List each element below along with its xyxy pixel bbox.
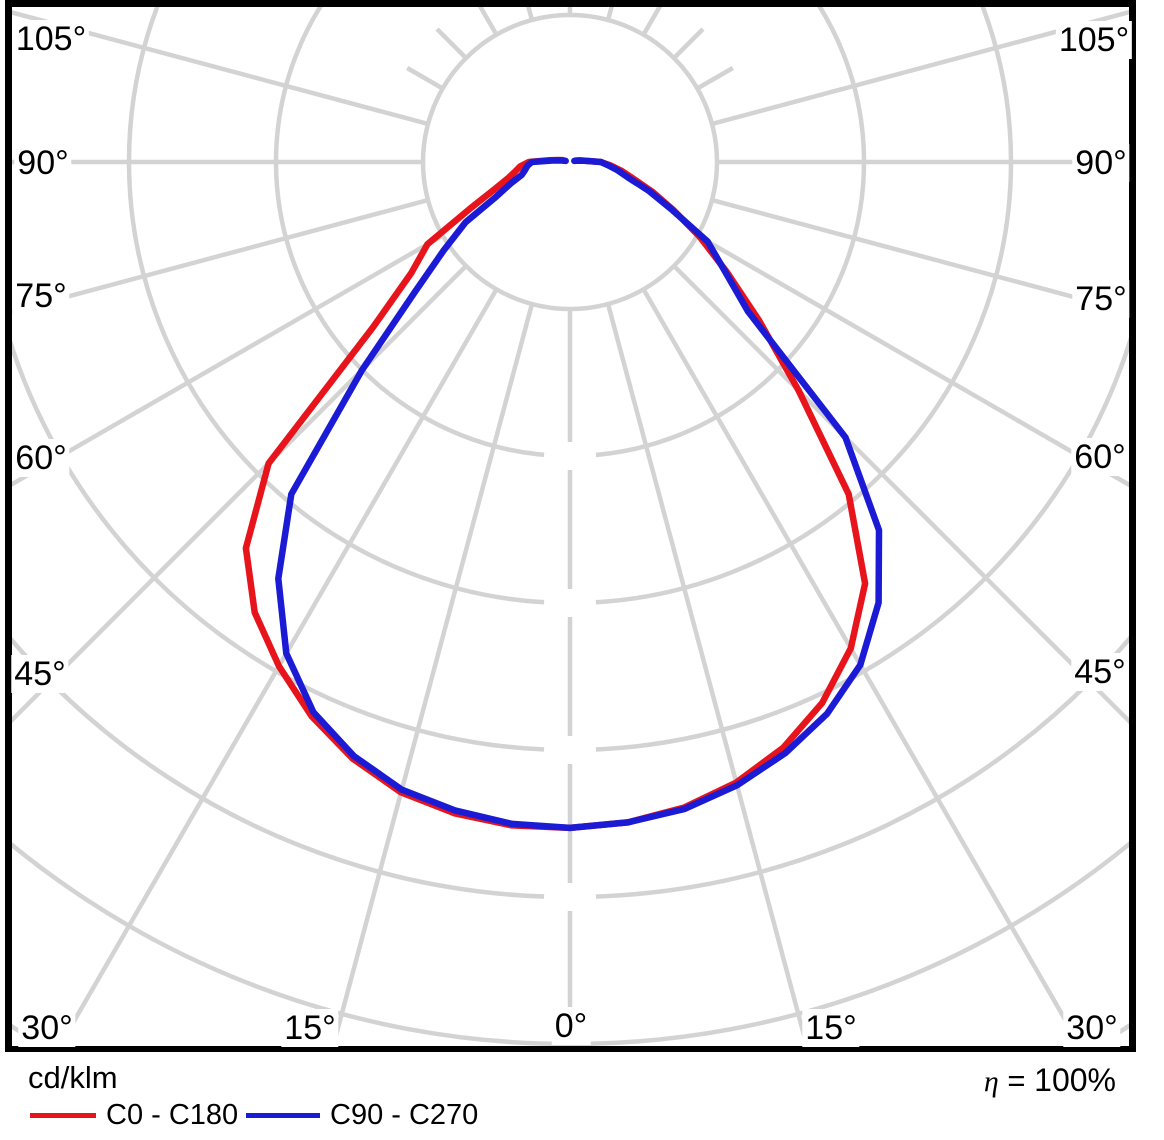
efficiency-value: η = 100% [984,1062,1116,1099]
radial-units-label: cd/klm [28,1060,118,1095]
angle-label: 30° [18,1009,76,1047]
curve-c0-c180 [242,156,869,832]
angle-label: 75° [12,277,70,315]
angle-label: 45° [11,655,69,693]
angle-label: 105° [1055,21,1133,59]
grid-tick [641,7,663,36]
angle-label: 30° [1063,1009,1121,1047]
angle-label: 15° [802,1009,860,1047]
ring-label-box [544,883,596,911]
grid-ray [672,264,1129,725]
angle-label: 60° [1071,438,1129,476]
legend-item-c90-c270: C90 - C270 [246,1098,478,1132]
grid-ray [12,233,444,487]
legend-swatch-blue [246,1112,320,1118]
grid-tick [477,7,499,36]
grid-ray [641,288,1083,1046]
grid-tick [696,66,734,91]
grid-tick [435,27,468,60]
angle-label: 90° [1072,144,1130,182]
angle-label: 75° [1072,280,1130,318]
efficiency-percent: 100% [1034,1062,1116,1098]
curves [242,156,883,832]
ring-label-box [544,736,596,764]
angle-label: 60° [12,439,70,477]
grid-ray [57,288,499,1046]
grid-ray [711,9,1129,127]
angle-label: 105° [12,20,90,58]
footer: cd/klm C0 - C180 C90 - C270 η = 100% [0,1052,1164,1140]
grid-ray [605,303,810,1046]
grid-tick [406,66,444,91]
legend: C0 - C180 C90 - C270 [0,1098,1164,1132]
grid-tick [526,7,535,21]
grid-ray [12,197,429,314]
equals-sign: = [998,1063,1035,1098]
grid-ray [711,197,1129,315]
eta-symbol: η [983,1065,999,1098]
grid-ray [696,233,1129,488]
angle-label: 15° [281,1009,339,1047]
grid-tick [605,7,614,21]
grid-ray [330,303,535,1046]
grid-tick [672,27,705,60]
ring-label-box [544,442,596,470]
angle-label: 0° [551,1007,591,1045]
legend-label-c0-c180: C0 - C180 [106,1098,239,1131]
grid-ring [12,336,1129,753]
legend-item-c0-c180: C0 - C180 [30,1098,238,1132]
legend-label-c90-c270: C90 - C270 [330,1098,479,1131]
grid-ring [420,12,720,312]
angle-label: 90° [14,144,72,182]
grid-ray [12,10,429,127]
legend-swatch-red [30,1112,96,1118]
ring-label-box [544,589,596,617]
grid-ray [12,264,468,724]
chart-frame [5,0,1136,1053]
curve-c90-c270 [275,157,883,832]
angle-label: 45° [1071,653,1129,691]
